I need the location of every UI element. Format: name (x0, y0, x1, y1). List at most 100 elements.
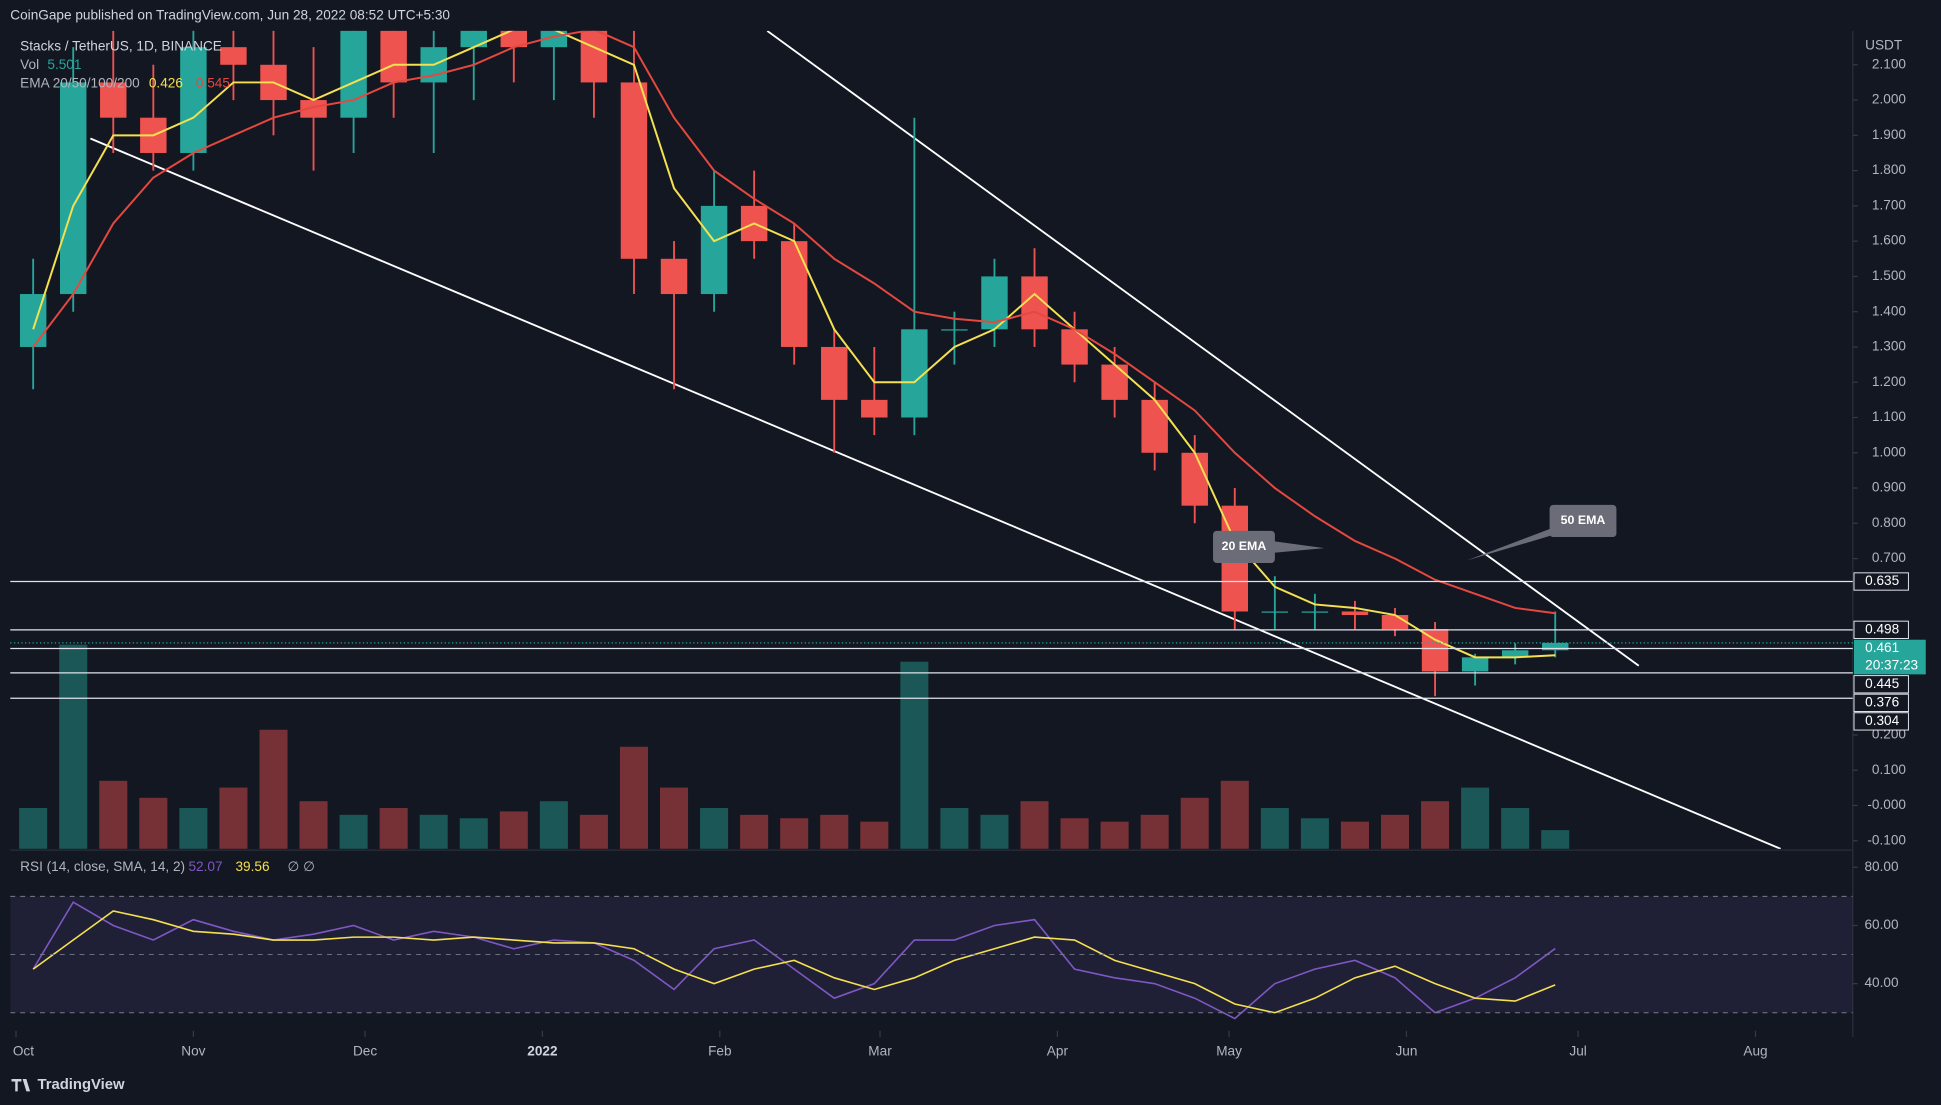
volume-bar (219, 787, 248, 849)
price-plot (19, 30, 1782, 849)
y-tick-label: 1.400 (1872, 303, 1906, 318)
volume-bar (1501, 808, 1530, 849)
trendline (766, 30, 1640, 667)
current-price-label: 0.461 (1865, 640, 1899, 655)
y-tick-label: 0.700 (1872, 550, 1906, 565)
x-tick-label: Feb (708, 1043, 731, 1058)
y-tick-label: 1.300 (1872, 339, 1906, 354)
y-tick-label: 1.900 (1872, 127, 1906, 142)
volume-bar (1461, 787, 1490, 849)
level-label-box (1853, 620, 1909, 639)
y-tick-label: 1.700 (1872, 197, 1906, 212)
volume-bar (299, 801, 328, 849)
y-tick-label: -0.000 (1867, 797, 1906, 812)
volume-bar (860, 821, 889, 849)
callout-box (1213, 530, 1275, 564)
y-tick-label: 1.200 (1872, 374, 1906, 389)
candle-body (821, 346, 848, 400)
x-tick-label: Oct (13, 1043, 34, 1058)
volume-bar (780, 818, 809, 849)
volume-bar (740, 814, 769, 849)
level-label: 0.445 (1865, 676, 1899, 691)
candle-body (1501, 650, 1529, 658)
candle-body (500, 30, 528, 48)
candle-body (60, 82, 87, 295)
volume-bar (1220, 780, 1249, 849)
y-tick-label: 60.00 (1864, 917, 1898, 932)
candle-body (380, 30, 407, 83)
y-tick-label: 1.600 (1872, 233, 1906, 248)
volume-bar (339, 814, 368, 849)
x-tick-label: Aug (1743, 1043, 1767, 1058)
volume-bar (820, 814, 849, 849)
y-tick-label: 0.900 (1872, 480, 1906, 495)
axis-unit: USDT (1865, 37, 1902, 52)
candle-body (700, 205, 728, 295)
y-tick-label: 40.00 (1864, 975, 1898, 990)
rsi-plot (10, 896, 1853, 1020)
volume-bar (259, 729, 288, 849)
ema-value: 0.545 (196, 76, 230, 91)
volume-bar (459, 818, 488, 849)
candle-body (460, 30, 487, 48)
candle-body (861, 399, 888, 418)
callout-text: 50 EMA (1561, 513, 1606, 527)
overlay: Oct Nov Dec 2022 Feb Mar Apr May Jun Jul Aug 2.100 2… (10, 39, 1926, 1092)
level-label: 0.376 (1865, 694, 1899, 709)
callout-text: 20 EMA (1222, 539, 1267, 553)
candle-body (180, 47, 207, 153)
candle-body (1381, 615, 1409, 630)
ema-legend: EMA 20/50/100/200 (20, 76, 140, 91)
logo (11, 1079, 31, 1092)
rsi-line (32, 910, 1556, 1014)
candle-body (1141, 399, 1168, 453)
candle-body (660, 258, 688, 295)
volume-bar (619, 746, 648, 849)
rsi-line (32, 901, 1556, 1020)
volume-bar (499, 811, 528, 849)
volume-bar (980, 814, 1009, 849)
candle-body (580, 30, 608, 83)
symbol-title: Stacks / TetherUS, 1D, BINANCE (20, 39, 222, 54)
countdown: 20:37:23 (1865, 657, 1918, 672)
level-label-box (1853, 572, 1909, 591)
x-tick-label: Apr (1047, 1043, 1069, 1058)
volume-bar (59, 644, 88, 849)
volume-bar (1421, 801, 1450, 849)
volume-bar (1180, 797, 1209, 849)
volume-bar (940, 808, 969, 849)
volume-bar (1020, 801, 1049, 849)
rsi-value: 52.07 (188, 859, 222, 874)
ema-value: 0.426 (149, 76, 183, 91)
volume-bar (419, 814, 448, 849)
volume-legend: Vol (20, 57, 39, 72)
level-label: 0.635 (1865, 573, 1899, 588)
ema-line (32, 30, 1556, 615)
y-tick-label: 2.100 (1872, 56, 1906, 71)
candle-body (220, 47, 247, 65)
x-tick-label: Jul (1569, 1043, 1586, 1058)
level-label: 0.498 (1865, 621, 1899, 636)
volume-value: 5.501 (47, 57, 81, 72)
level-label-box (1853, 675, 1909, 694)
volume-bar (19, 808, 48, 849)
volume-bar (900, 661, 929, 849)
candle-body (620, 82, 648, 259)
candle-body (1101, 364, 1128, 400)
volume-bar (539, 801, 568, 849)
volume-bar (1300, 818, 1329, 849)
x-tick-label: Jun (1395, 1043, 1417, 1058)
y-tick-label: 0.100 (1872, 762, 1906, 777)
volume-bar (1260, 808, 1289, 849)
volume-bar (579, 814, 608, 849)
volume-bar (179, 808, 208, 849)
volume-bar (99, 780, 128, 849)
y-tick-label: 1.800 (1872, 162, 1906, 177)
candle-body (1261, 611, 1289, 613)
candle-body (780, 241, 808, 347)
volume-bar (1100, 821, 1129, 849)
volume-bar (139, 797, 168, 849)
